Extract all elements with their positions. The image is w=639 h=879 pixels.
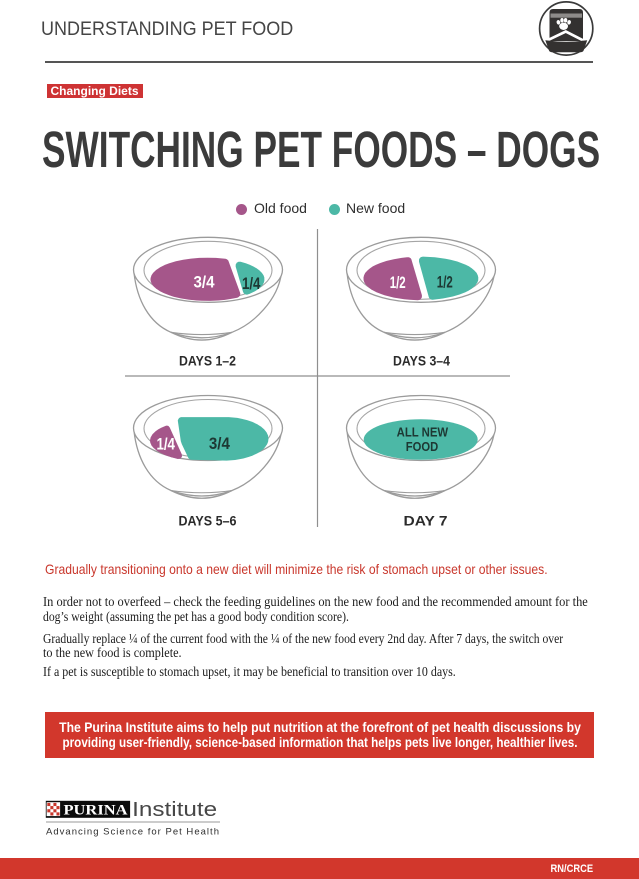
svg-text:1/4: 1/4 [242,274,261,293]
svg-text:DAYS 5–6: DAYS 5–6 [179,514,237,529]
svg-text:3/4: 3/4 [209,434,230,453]
svg-text:Advancing Science for Pet Heal: Advancing Science for Pet Health [46,827,219,838]
svg-text:Institute: Institute [132,799,217,821]
svg-text:1/2: 1/2 [437,273,453,292]
svg-text:ALL NEW: ALL NEW [397,425,449,440]
svg-text:DAYS 1–2: DAYS 1–2 [179,354,236,369]
svg-text:1/2: 1/2 [390,273,406,292]
svg-text:FOOD: FOOD [406,439,439,454]
svg-text:3/4: 3/4 [194,273,215,292]
svg-text:PURINA: PURINA [64,802,129,818]
svg-text:DAY 7: DAY 7 [404,514,448,529]
svg-text:DAYS 3–4: DAYS 3–4 [393,354,450,369]
svg-text:1/4: 1/4 [156,435,175,454]
